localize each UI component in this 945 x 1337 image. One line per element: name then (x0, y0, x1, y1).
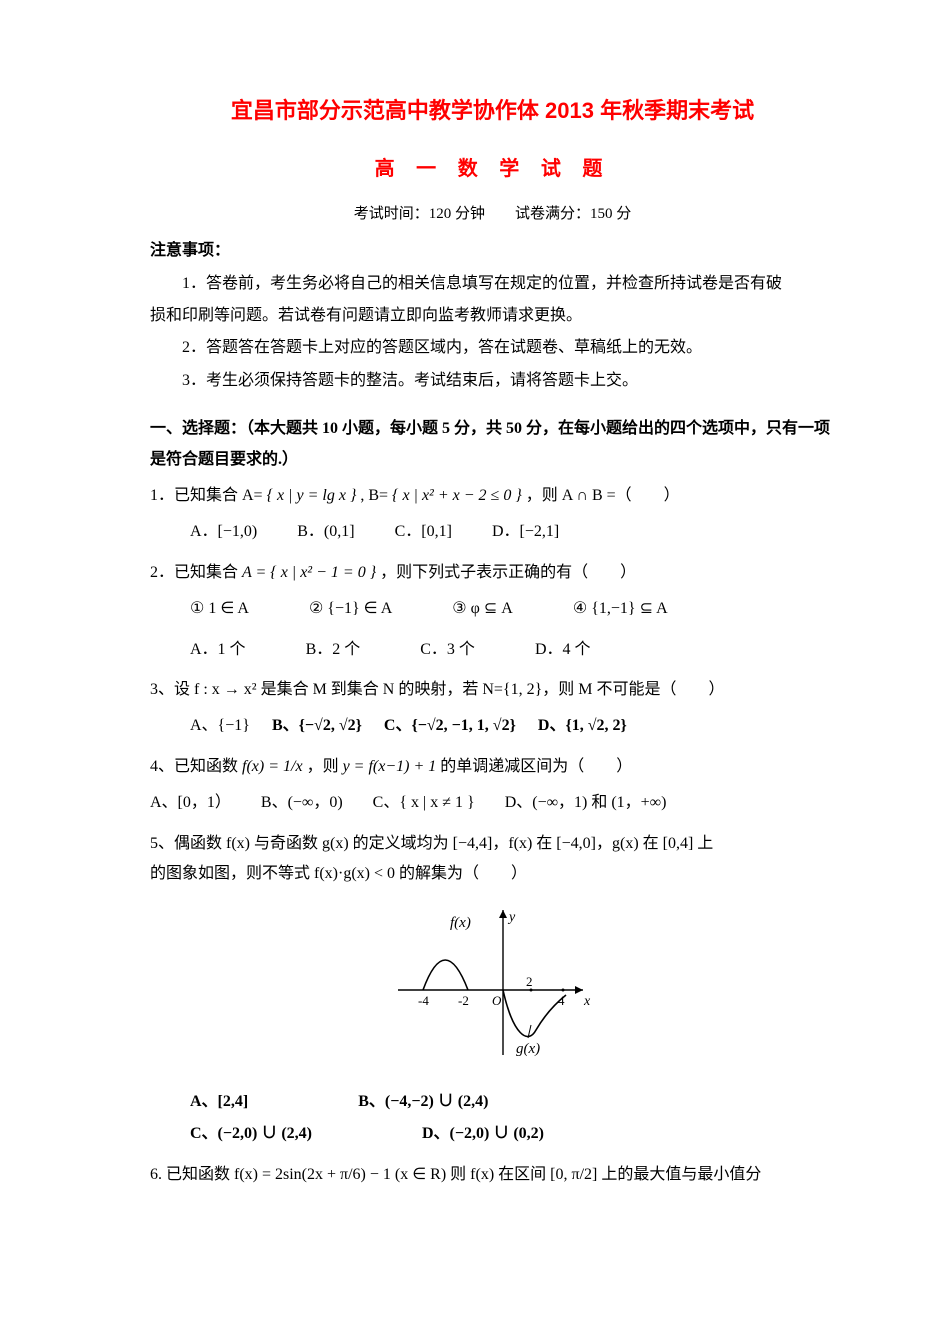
q1-optB: B．(0,1] (297, 517, 354, 547)
q2-stem-after: ，则下列式子表示正确的有（ ） (380, 564, 636, 581)
q5-line2: 的图象如图，则不等式 f(x)·g(x) < 0 的解集为（ ） (150, 865, 527, 882)
section1-heading: 一、选择题：（本大题共 10 小题，每小题 5 分，共 50 分，在每小题给出的… (150, 414, 835, 475)
q3-stem: 3、设 f : x → x² 是集合 M 到集合 N 的映射，若 N={1, 2… (150, 681, 725, 698)
q2-optA: A．1 个 (190, 635, 246, 665)
g-label: g(x) (516, 1041, 540, 1057)
q2-setA: A = { x | x² − 1 = 0 } (242, 564, 376, 581)
q4-optB: B、(−∞，0) (261, 788, 343, 818)
q1-setB: { x | x² + x − 2 ≤ 0 } (392, 487, 522, 504)
q2-stem-before: 2．已知集合 (150, 564, 242, 581)
q5-optD: D、(−2,0) ∪ (0,2) (422, 1119, 544, 1149)
q2-optC: C．3 个 (420, 635, 475, 665)
question-2: 2．已知集合 A = { x | x² − 1 = 0 } ，则下列式子表示正确… (150, 558, 835, 588)
q5-figure: -4 -2 2 4 O y x f(x) g(x) (150, 895, 835, 1076)
q2-optD: D．4 个 (535, 635, 591, 665)
tick-2: 2 (526, 974, 533, 989)
notes-label: 注意事项： (150, 236, 835, 266)
q4-options: A、[0，1） B、(−∞，0) C、{ x | x ≠ 1 } D、(−∞，1… (150, 788, 835, 818)
notes-block: 注意事项： 1．答卷前，考生务必将自己的相关信息填写在规定的位置，并检查所持试卷… (150, 236, 835, 396)
q4-optC: C、{ x | x ≠ 1 } (373, 788, 475, 818)
q4-stem-mid: ，则 (307, 758, 343, 775)
q3-optB: B、{−√2, √2} (272, 711, 362, 741)
q2-c1: ① 1 ∈ A (190, 594, 249, 624)
exam-subtitle: 高 一 数 学 试 题 (150, 150, 835, 188)
note-2: 2．答题答在答题卡上对应的答题区域内，答在试题卷、草稿纸上的无效。 (150, 333, 835, 363)
q4-stem-after: 的单调递减区间为（ ） (440, 758, 632, 775)
q1-optC: C．[0,1] (395, 517, 452, 547)
q4-stem-before: 4、已知函数 (150, 758, 242, 775)
tick-neg4: -4 (418, 993, 429, 1008)
note-1b: 损和印刷等问题。若试卷有问题请立即向监考教师请求更换。 (150, 301, 835, 331)
q1-stem-mid: , B= (360, 487, 388, 504)
q4-optD: D、(−∞，1) 和 (1，+∞) (505, 788, 667, 818)
q2-optB: B．2 个 (306, 635, 361, 665)
q1-stem-before: 1．已知集合 A= (150, 487, 263, 504)
curve-g (503, 990, 566, 1037)
q5-optC: C、(−2,0) ∪ (2,4) (190, 1119, 312, 1149)
q5-graph-svg: -4 -2 2 4 O y x f(x) g(x) (388, 895, 598, 1065)
origin-label: O (492, 993, 502, 1008)
exam-meta: 考试时间：120 分钟 试卷满分：150 分 (150, 200, 835, 229)
q1-optD: D．[−2,1] (492, 517, 559, 547)
q5-line1: 5、偶函数 f(x) 与奇函数 g(x) 的定义域均为 [−4,4]，f(x) … (150, 835, 713, 852)
question-1: 1．已知集合 A= { x | y = lg x } , B= { x | x²… (150, 481, 835, 511)
q5-optB: B、(−4,−2) ∪ (2,4) (358, 1087, 488, 1117)
q2-options: A．1 个 B．2 个 C．3 个 D．4 个 (190, 635, 835, 665)
q2-c3: ③ φ ⊆ A (452, 594, 513, 624)
question-4: 4、已知函数 f(x) = 1/x ，则 y = f(x−1) + 1 的单调递… (150, 752, 835, 782)
q2-c4: ④ {1,−1} ⊆ A (573, 594, 668, 624)
q6-stem: 6. 已知函数 f(x) = 2sin(2x + π/6) − 1 (x ∈ R… (150, 1166, 761, 1183)
q3-optA: A、{−1} (190, 711, 250, 741)
exam-title: 宜昌市部分示范高中教学协作体 2013 年秋季期末考试 (150, 90, 835, 132)
q2-c2: ② {−1} ∈ A (309, 594, 392, 624)
q1-optA: A．[−1,0) (190, 517, 257, 547)
q5-options: A、[2,4] B、(−4,−2) ∪ (2,4) C、(−2,0) ∪ (2,… (190, 1087, 835, 1150)
tick-neg2: -2 (458, 993, 469, 1008)
q4-y: y = f(x−1) + 1 (343, 758, 437, 775)
q3-options: A、{−1} B、{−√2, √2} C、{−√2, −1, 1, √2} D、… (190, 711, 835, 741)
question-5: 5、偶函数 f(x) 与奇函数 g(x) 的定义域均为 [−4,4]，f(x) … (150, 829, 835, 890)
q1-stem-after: ，则 A ∩ B =（ ） (526, 487, 680, 504)
q1-options: A．[−1,0) B．(0,1] C．[0,1] D．[−2,1] (190, 517, 835, 547)
note-3: 3．考生必须保持答题卡的整洁。考试结束后，请将答题卡上交。 (150, 366, 835, 396)
y-axis-label: y (507, 910, 516, 925)
question-3: 3、设 f : x → x² 是集合 M 到集合 N 的映射，若 N={1, 2… (150, 675, 835, 705)
q2-circled: ① 1 ∈ A ② {−1} ∈ A ③ φ ⊆ A ④ {1,−1} ⊆ A (190, 594, 835, 624)
q4-fx: f(x) = 1/x (242, 758, 303, 775)
question-6: 6. 已知函数 f(x) = 2sin(2x + π/6) − 1 (x ∈ R… (150, 1160, 835, 1190)
q1-setA: { x | y = lg x } (267, 487, 357, 504)
q3-optD: D、{1, √2, 2} (538, 711, 627, 741)
q4-optA: A、[0，1） (150, 788, 231, 818)
note-1a: 1．答卷前，考生务必将自己的相关信息填写在规定的位置，并检查所持试卷是否有破 (150, 269, 835, 299)
exam-page: 宜昌市部分示范高中教学协作体 2013 年秋季期末考试 高 一 数 学 试 题 … (0, 0, 945, 1236)
q3-optC: C、{−√2, −1, 1, √2} (384, 711, 516, 741)
x-axis-label: x (583, 994, 591, 1009)
q5-optA: A、[2,4] (190, 1087, 248, 1117)
curve-f (423, 960, 468, 990)
f-label: f(x) (450, 915, 471, 931)
